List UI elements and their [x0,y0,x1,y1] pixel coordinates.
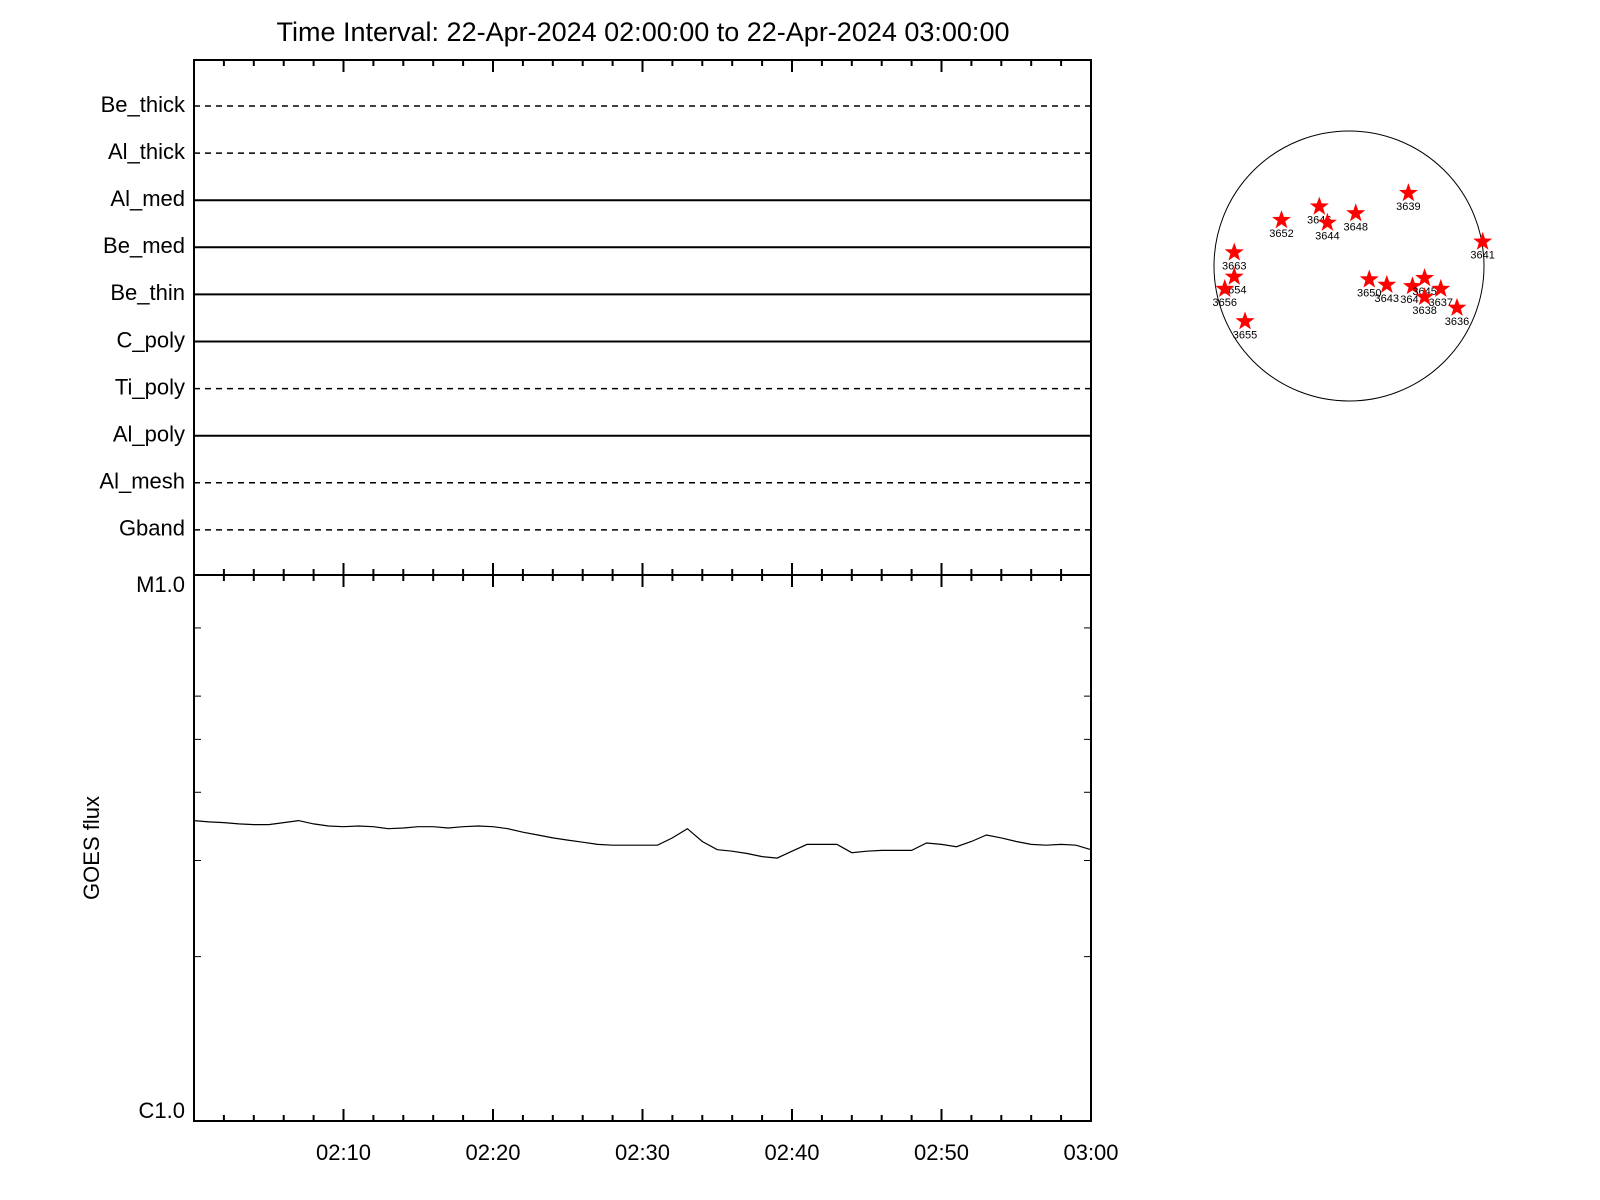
region-label: 3655 [1233,329,1257,341]
region-marker [1377,274,1397,293]
channel-label: Be_thin [110,280,185,305]
region-label: 3647 [1400,294,1424,306]
y-axis-label: GOES flux [79,796,104,900]
channel-label: Gband [119,516,185,541]
region-marker [1224,242,1244,261]
region-marker [1235,311,1255,330]
channel-label: Al_thick [108,139,186,164]
region-label: 3650 [1357,287,1381,299]
region-label: 3663 [1222,260,1246,272]
y-tick-label: M1.0 [136,572,185,597]
region-marker [1317,212,1337,231]
region-marker [1473,231,1493,250]
region-marker [1447,297,1467,316]
channel-label: Al_mesh [99,469,185,494]
region-label: 3637 [1429,297,1453,309]
region-label: 3656 [1213,297,1237,309]
region-label: 3638 [1412,305,1436,317]
x-tick-label: 02:40 [764,1140,819,1165]
region-marker [1402,276,1422,295]
y-tick-label: C1.0 [139,1098,185,1123]
region-marker [1415,287,1435,306]
region-marker [1415,268,1435,287]
region-marker [1309,196,1329,215]
region-marker [1398,183,1418,202]
channel-label: Be_med [103,233,185,258]
region-label: 3641 [1470,250,1494,262]
x-tick-label: 02:30 [615,1140,670,1165]
region-label: 3639 [1396,201,1420,213]
region-label: 3643 [1375,293,1399,305]
x-tick-label: 02:10 [316,1140,371,1165]
region-marker [1359,269,1379,288]
x-tick-label: 02:20 [465,1140,520,1165]
x-tick-label: 02:50 [914,1140,969,1165]
region-label: 3652 [1269,228,1293,240]
channel-label: C_poly [117,327,185,352]
channel-label: Al_poly [113,422,185,447]
region-marker [1215,278,1235,297]
region-marker [1431,278,1451,297]
chart-title: Time Interval: 22-Apr-2024 02:00:00 to 2… [277,17,1010,47]
region-label: 3644 [1315,231,1339,243]
region-marker [1224,266,1244,285]
channel-label: Be_thick [101,92,186,117]
solar-disk [1213,130,1485,402]
plot-frame [193,59,1092,1122]
region-label: 3636 [1445,316,1469,328]
channel-label: Al_med [110,186,185,211]
data-line [193,819,1092,859]
region-label: 3648 [1344,221,1368,233]
channel-label: Ti_poly [115,374,185,399]
region-marker [1346,203,1366,222]
x-tick-label: 03:00 [1063,1140,1118,1165]
region-marker [1272,210,1291,229]
